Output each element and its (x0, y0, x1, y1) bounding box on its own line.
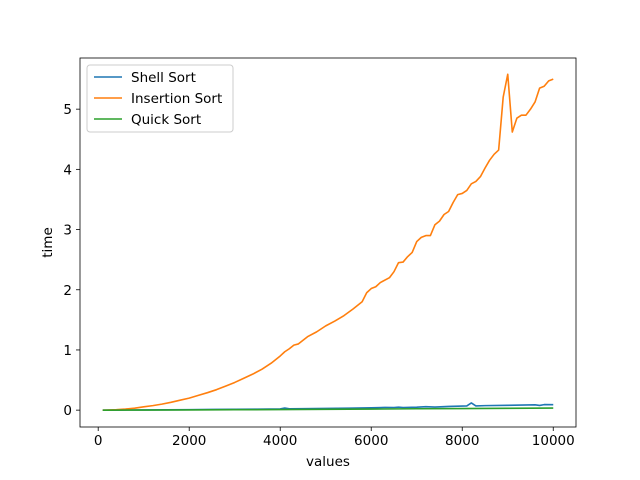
legend-label: Insertion Sort (131, 91, 222, 107)
x-tick-label: 2000 (172, 433, 206, 449)
legend: Shell Sort Insertion Sort Quick Sort (86, 64, 234, 133)
x-tick-label: 8000 (445, 433, 479, 449)
x-axis: 0 2000 4000 6000 8000 10000 (94, 427, 575, 449)
y-tick-label: 5 (63, 102, 72, 118)
y-axis: 0 1 2 3 4 5 (63, 102, 80, 419)
x-axis-label: values (306, 454, 350, 470)
y-tick-label: 3 (63, 223, 72, 239)
series-line-quick-sort (102, 407, 554, 411)
y-tick-label: 2 (63, 283, 72, 299)
x-tick-label: 4000 (263, 433, 297, 449)
legend-label: Shell Sort (131, 70, 196, 86)
legend-label: Quick Sort (131, 112, 201, 128)
x-tick-label: 10000 (532, 433, 575, 449)
series-line-insertion-sort (102, 73, 554, 411)
y-tick-label: 0 (63, 403, 72, 419)
y-tick-label: 4 (63, 162, 72, 178)
x-tick-label: 0 (94, 433, 103, 449)
axes-frame (79, 57, 577, 428)
y-axis-label: time (40, 227, 56, 258)
y-tick-label: 1 (63, 343, 72, 359)
x-tick-label: 6000 (354, 433, 388, 449)
legend-box (86, 64, 234, 133)
